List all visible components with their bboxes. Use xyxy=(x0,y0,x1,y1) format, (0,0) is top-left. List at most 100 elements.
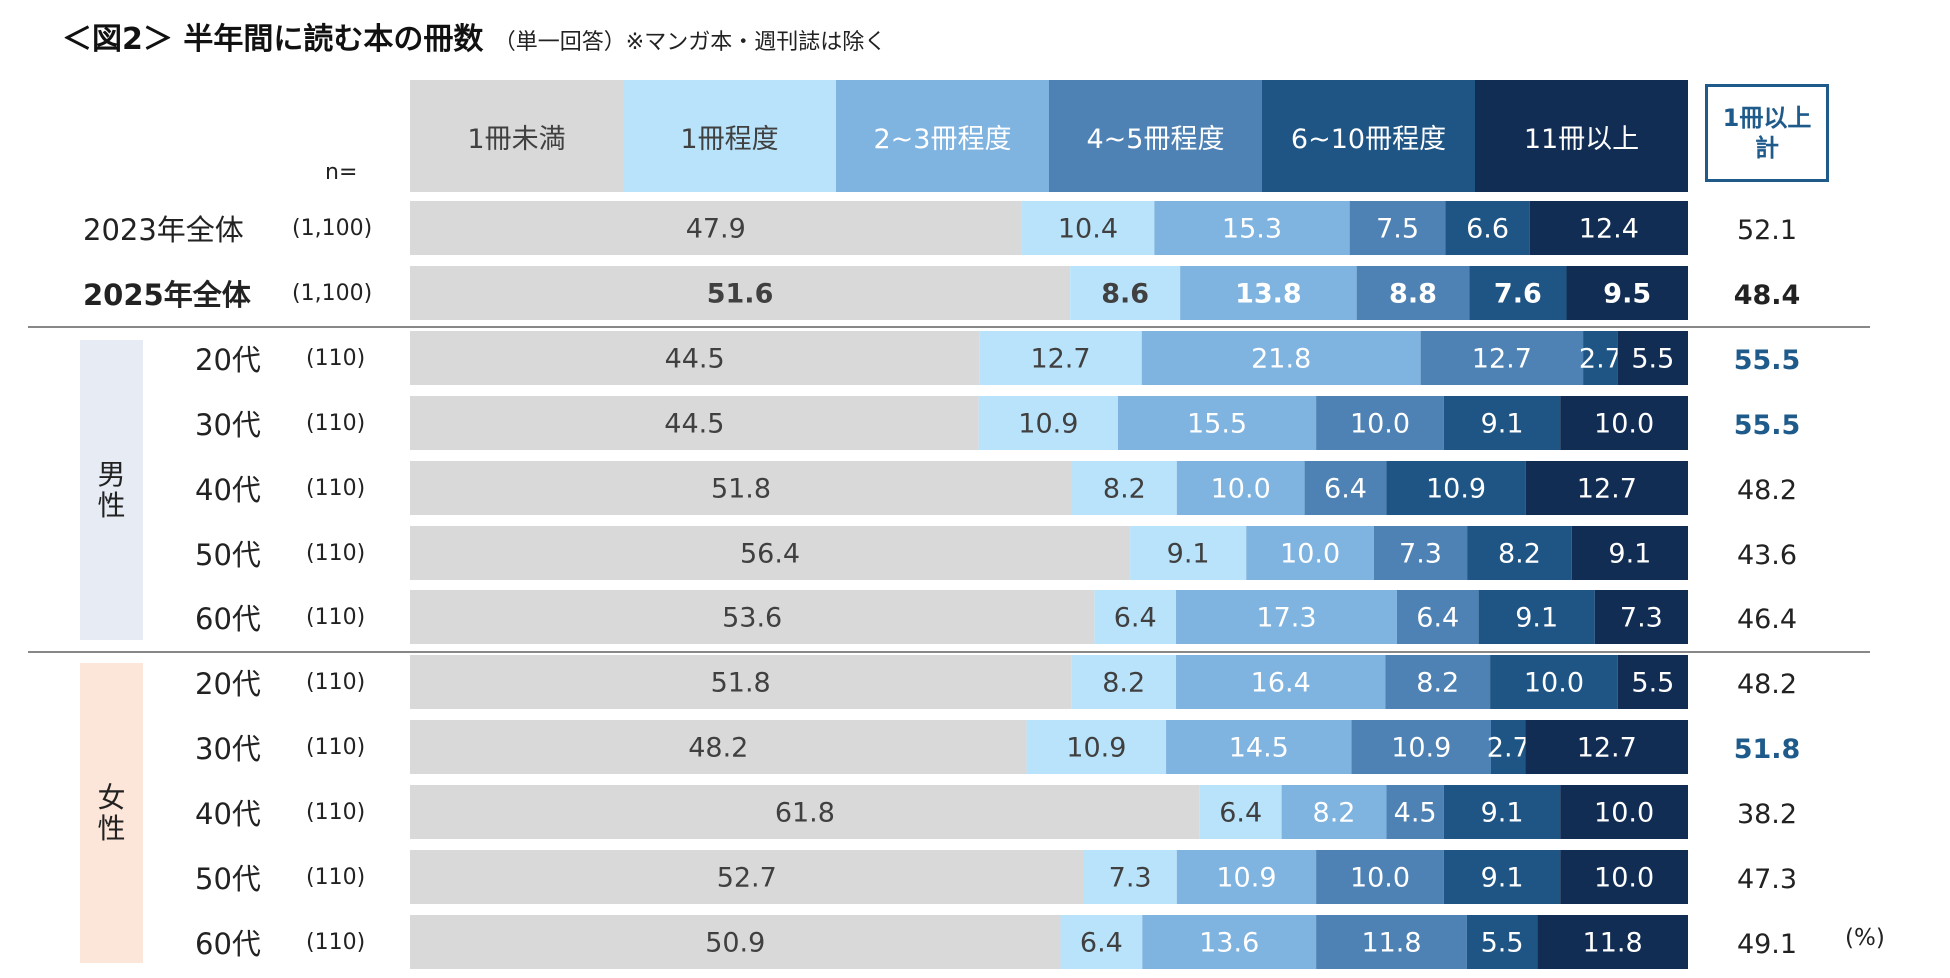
bar-value-label: 12.7 xyxy=(1577,474,1637,505)
bar-segment xyxy=(1373,526,1468,580)
bar-value-label: 15.5 xyxy=(1187,409,1247,440)
bar-value-label: 53.6 xyxy=(722,603,782,634)
bar-row: 47.9 10.4 15.3 7.5 6.6 12.4 xyxy=(410,201,1688,255)
bar-segment xyxy=(1583,331,1618,385)
bar-segment xyxy=(979,331,1142,385)
bar-segment xyxy=(1443,785,1561,839)
bar-segment xyxy=(1199,785,1282,839)
total-value: 55.5 xyxy=(1733,344,1801,376)
bar-value-label: 44.5 xyxy=(665,344,725,375)
bar-value-label: 8.2 xyxy=(1103,474,1146,505)
bar-segment xyxy=(1176,655,1386,709)
row-n: (110) xyxy=(306,734,366,760)
bar-segment xyxy=(1386,785,1444,839)
row-n: (1,100) xyxy=(292,215,373,241)
legend-item: 2~3冊程度 xyxy=(836,80,1049,192)
bar-value-label: 2.7 xyxy=(1487,733,1530,764)
bar-segment xyxy=(1525,720,1688,774)
total-value: 48.2 xyxy=(1736,668,1798,700)
legend-item: 1冊程度 xyxy=(623,80,836,192)
bar-value-label: 10.4 xyxy=(1058,214,1118,245)
row-label: 20代 xyxy=(195,343,261,377)
bar-value-label: 11.8 xyxy=(1583,928,1643,959)
bar-value-label: 12.7 xyxy=(1030,344,1090,375)
bar-value-label: 10.0 xyxy=(1280,539,1340,570)
bar-row: 53.6 6.4 17.3 6.4 9.1 7.3 xyxy=(410,590,1688,644)
row-n: (110) xyxy=(306,799,366,825)
bar-value-label: 51.6 xyxy=(707,279,774,310)
bar-value-label: 6.6 xyxy=(1466,214,1509,245)
row-label: 40代 xyxy=(195,797,261,831)
total-value: 48.2 xyxy=(1736,474,1798,506)
bar-value-label: 12.7 xyxy=(1577,733,1637,764)
bar-value-label: 8.2 xyxy=(1416,668,1459,699)
bar-segment xyxy=(1443,396,1561,450)
bar-segment xyxy=(1560,850,1688,904)
bar-value-label: 8.2 xyxy=(1498,539,1541,570)
bar-value-label: 12.7 xyxy=(1472,344,1532,375)
unit-label: (%) xyxy=(1845,925,1885,951)
bar-segment xyxy=(410,590,1095,644)
bar-segment xyxy=(1467,526,1572,580)
bar-segment xyxy=(1386,461,1526,515)
bar-value-label: 47.9 xyxy=(686,214,746,245)
row-n: (1,100) xyxy=(292,280,373,306)
bar-segment xyxy=(1445,201,1530,255)
row-label: 50代 xyxy=(195,538,261,572)
bar-segment xyxy=(1026,720,1167,774)
bar-segment xyxy=(1281,785,1387,839)
bar-value-label: 9.5 xyxy=(1603,279,1651,310)
total-value: 52.1 xyxy=(1736,214,1798,246)
chart-title: ＜図2＞ 半年間に読む本の冊数 （単一回答）※マンガ本・週刊誌は除く xyxy=(62,14,886,58)
bar-value-label: 7.6 xyxy=(1494,279,1542,310)
bar-value-label: 10.9 xyxy=(1391,733,1451,764)
bar-value-label: 10.0 xyxy=(1594,863,1654,894)
bar-segment xyxy=(410,201,1022,255)
bar-segment xyxy=(1560,396,1688,450)
bar-segment xyxy=(1072,461,1177,515)
bar-segment xyxy=(1070,266,1181,320)
group-label: 女 性 xyxy=(80,663,143,963)
bar-value-label: 12.4 xyxy=(1579,214,1639,245)
bar-segment xyxy=(1525,461,1688,515)
group-label: 男 性 xyxy=(80,340,143,640)
row-label: 30代 xyxy=(195,408,261,442)
bar-segment xyxy=(1316,850,1444,904)
title-main: ＜図2＞ 半年間に読む本の冊数 xyxy=(62,22,484,57)
row-label: 50代 xyxy=(195,862,261,896)
bar-value-label: 5.5 xyxy=(1631,668,1674,699)
bar-segment xyxy=(1617,331,1688,385)
total-header-label: 1冊以上 計 xyxy=(1722,104,1812,162)
bar-segment xyxy=(1478,590,1595,644)
bar-segment xyxy=(1529,201,1688,255)
bar-value-label: 9.1 xyxy=(1167,539,1210,570)
row-label: 40代 xyxy=(195,473,261,507)
bar-value-label: 61.8 xyxy=(775,798,835,829)
bar-segment xyxy=(1021,201,1155,255)
bar-value-label: 56.4 xyxy=(740,539,800,570)
total-value: 43.6 xyxy=(1736,539,1798,571)
bar-segment xyxy=(410,655,1072,709)
total-value: 47.3 xyxy=(1736,863,1798,895)
bar-segment xyxy=(1351,720,1491,774)
row-label: 2025年全体 xyxy=(83,278,251,312)
row-label: 60代 xyxy=(195,927,261,961)
bar-segment xyxy=(1594,590,1688,644)
bar-segment xyxy=(1566,266,1688,320)
total-value: 46.4 xyxy=(1736,603,1798,635)
bar-value-label: 6.4 xyxy=(1324,474,1367,505)
total-value: 38.2 xyxy=(1736,798,1798,830)
bar-value-label: 48.2 xyxy=(688,733,748,764)
bar-segment xyxy=(1420,331,1584,385)
bar-segment xyxy=(1469,266,1567,320)
divider-1 xyxy=(28,326,1870,328)
bar-segment xyxy=(410,331,980,385)
bar-value-label: 10.0 xyxy=(1350,863,1410,894)
bar-row: 44.5 10.9 15.5 10.0 9.1 10.0 xyxy=(410,396,1688,450)
bar-row: 44.5 12.7 21.8 12.7 2.7 5.5 xyxy=(410,331,1688,385)
bar-row: 52.7 7.3 10.9 10.0 9.1 10.0 xyxy=(410,850,1688,904)
bar-segment xyxy=(1385,655,1491,709)
bar-value-label: 5.5 xyxy=(1481,928,1524,959)
total-value: 49.1 xyxy=(1736,928,1798,960)
